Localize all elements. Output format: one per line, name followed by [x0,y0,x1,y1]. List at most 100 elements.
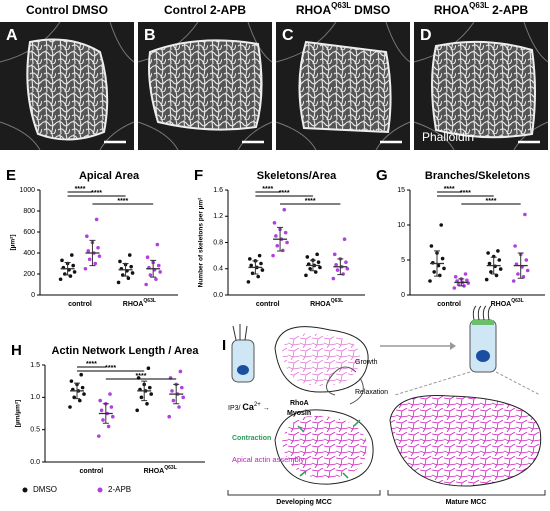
cycle-arrow [326,366,357,396]
x-tick-label: RHOA [144,468,165,475]
dot [101,418,105,422]
panel-letter: B [144,27,156,44]
dot [498,267,503,271]
x-tick-label-sup: Q63L [331,298,344,304]
dot [130,271,135,275]
dot [60,258,64,263]
dot [465,278,469,283]
x-tick-label-sup: Q63L [511,298,524,304]
dot [118,259,122,264]
dot [94,217,99,222]
legend-label: 2-APB [108,485,131,494]
dot [341,272,345,276]
dot [178,369,183,374]
panel-title-sup: Q63L [331,1,351,10]
dot [78,398,82,403]
significance-label: **** [117,198,128,205]
dot [129,264,133,269]
chart-title: Apical Area [79,170,140,182]
dot [442,266,446,271]
label: Relaxation [355,389,388,396]
dot [93,261,98,266]
dot [170,389,174,393]
dot [69,379,74,383]
error-bar [277,226,284,252]
dot [148,273,153,277]
dot [496,249,500,253]
label: Developing MCC [276,499,332,506]
panel-title: 2-APB [492,3,528,17]
y-tick-label: 5 [401,257,405,264]
y-tick-label: 0.0 [213,292,223,299]
dot [85,234,89,238]
x-tick-label: control [80,468,104,475]
significance-label: **** [262,186,273,193]
nucleus [237,365,249,375]
dot [281,248,285,253]
dot [438,273,442,278]
panel-title: Control DMSO [26,3,108,17]
dot [511,279,516,283]
dot [135,408,139,413]
dot [304,273,308,278]
y-tick-label: 1000 [19,187,35,194]
image-panel: B [137,21,273,151]
panel-title: RHOA [434,3,470,17]
zoom-line [394,371,541,396]
dot [148,385,152,390]
dot [463,272,468,276]
panel-letter: A [6,27,18,44]
y-axis-label: [µm/µm²] [15,400,22,427]
panel-letter: D [420,27,432,44]
image-label: Phalloidin [422,130,474,144]
x-tick-label: RHOAQ63L [144,465,177,475]
y-axis-label: [µm²] [10,234,17,250]
panel-title-sup: Q63L [469,1,489,10]
label: Growth [355,359,378,366]
dot [79,372,83,377]
dot [332,252,337,257]
legend-swatch [22,487,28,493]
dot [70,253,74,257]
y-tick-label: 1.2 [213,213,223,220]
axis [44,365,205,463]
dot [440,256,445,261]
cell-icon [231,339,255,383]
significance-label: **** [136,373,147,380]
dot [484,277,489,282]
y-tick-label: 0.8 [213,239,223,246]
dot [246,280,251,284]
dot [145,402,149,406]
dot [318,265,322,270]
apical-actin [472,320,494,325]
dot [250,271,255,276]
y-tick-label: 200 [23,271,35,278]
y-tick-label: 10 [397,222,405,229]
y-tick-label: 0 [401,292,405,299]
dot [523,212,527,217]
x-tick-label: RHOA [310,301,331,308]
panel-letter: H [11,342,22,359]
cell-actin [432,41,535,138]
dot [335,268,340,272]
error-bar [141,380,148,402]
y-tick-label: 0.4 [213,266,223,273]
dot [126,276,131,281]
dot [429,244,434,248]
dot [180,385,184,390]
dot [285,240,289,245]
dot [315,252,319,257]
significance-label: **** [486,198,497,205]
dot [108,392,112,396]
error-bar [458,278,465,287]
error-bar [102,403,109,424]
dot [316,260,321,264]
significance-label: **** [75,186,86,193]
dot [116,280,121,285]
dot [525,268,530,273]
label: Ca [242,402,254,412]
panel-title: RHOAQ63L 2-APB [434,1,529,17]
image-panel: D Phalloidin [413,21,549,151]
nucleus [476,350,490,362]
panel-letter: C [282,27,294,44]
